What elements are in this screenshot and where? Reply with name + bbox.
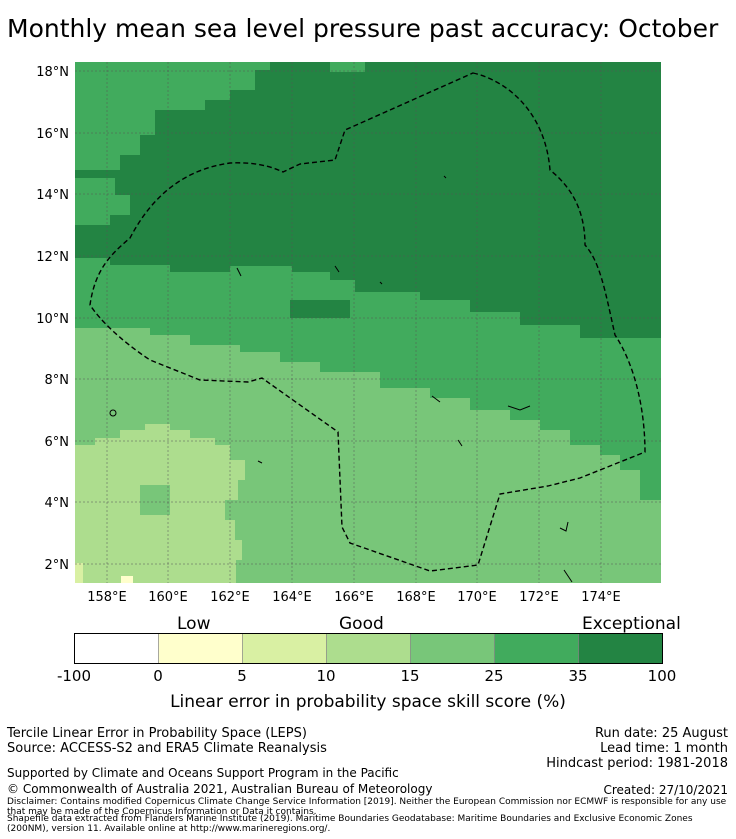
lat-tick: 12°N: [36, 250, 69, 265]
category-good: Good: [339, 614, 384, 634]
colorbar-segment: [410, 633, 495, 664]
colorbar-segment: [326, 633, 411, 664]
method-text: Tercile Linear Error in Probability Spac…: [7, 726, 307, 741]
colorbar-segment: [578, 633, 663, 664]
lat-tick: 18°N: [36, 65, 69, 80]
colorbar: [74, 633, 663, 664]
support-text: Supported by Climate and Oceans Support …: [7, 766, 399, 780]
colorbar-segment: [74, 633, 159, 664]
lat-tick: 8°N: [45, 373, 70, 388]
lon-tick: 166°E: [334, 590, 374, 605]
lat-tick: 10°N: [36, 312, 69, 327]
eez-boundary: [89, 72, 646, 572]
hindcast-period: Hindcast period: 1981-2018: [546, 756, 728, 771]
colorbar-title: Linear error in probability space skill …: [170, 692, 566, 712]
page-title: Monthly mean sea level pressure past acc…: [7, 14, 719, 43]
skill-map: 18°N 16°N 14°N 12°N 10°N 8°N 6°N 4°N 2°N…: [36, 62, 661, 605]
lon-tick: 164°E: [272, 590, 312, 605]
colorbar-tick: 10: [316, 667, 336, 685]
source-text: Source: ACCESS-S2 and ERA5 Climate Reana…: [7, 741, 327, 756]
lon-tick: 172°E: [519, 590, 559, 605]
colorbar-tick: 35: [568, 667, 588, 685]
skill-region-25-35-west: [75, 178, 130, 225]
category-exceptional: Exceptional: [582, 614, 681, 634]
colorbar-tick: 0: [153, 667, 163, 685]
skill-region-5-10: [75, 563, 83, 583]
skill-region-25-35-northeast: [330, 62, 365, 72]
lon-tick: 174°E: [581, 590, 621, 605]
lat-tick: 14°N: [36, 188, 69, 203]
lon-tick: 170°E: [457, 590, 497, 605]
colorbar-tick: -100: [56, 667, 92, 685]
islands: [109, 175, 573, 583]
skill-region-25-35-central: [75, 258, 661, 500]
lon-tick: 168°E: [396, 590, 436, 605]
colorbar-tick: 25: [484, 667, 504, 685]
skill-region-25-35: [140, 485, 170, 515]
colorbar-tick: 15: [400, 667, 420, 685]
colorbar-segment: [494, 633, 579, 664]
created-date: Created: 27/10/2021: [603, 783, 728, 797]
lon-tick: 158°E: [87, 590, 127, 605]
lon-tick: 160°E: [148, 590, 188, 605]
colorbar-tick: 100: [647, 667, 677, 685]
category-low: Low: [177, 614, 211, 634]
longitude-ticks: 158°E 160°E 162°E 164°E 166°E 168°E 170°…: [87, 590, 621, 605]
skill-region-5-10: [121, 576, 133, 583]
colorbar-segment: [242, 633, 327, 664]
copyright-text: © Commonwealth of Australia 2021, Austra…: [7, 782, 433, 796]
lat-tick: 4°N: [45, 496, 70, 511]
colorbar-segment: [158, 633, 243, 664]
skill-region-25-35-north: [75, 62, 270, 170]
skill-region-25-35: [330, 400, 420, 440]
run-date: Run date: 25 August: [594, 726, 728, 741]
lon-tick: 162°E: [210, 590, 250, 605]
lat-tick: 16°N: [36, 127, 69, 142]
gridlines: [75, 62, 661, 583]
lead-time: Lead time: 1 month: [600, 741, 728, 756]
skill-region-25-35: [290, 300, 350, 318]
colorbar-tick: 5: [237, 667, 247, 685]
lat-tick: 6°N: [45, 435, 70, 450]
disclaimer-text: Disclaimer: Contains modified Copernicus…: [7, 797, 727, 817]
lat-tick: 2°N: [45, 558, 70, 573]
shapefile-text: Shapefile data extracted from Flanders M…: [7, 814, 693, 834]
latitude-ticks: 18°N 16°N 14°N 12°N 10°N 8°N 6°N 4°N 2°N: [36, 65, 69, 573]
